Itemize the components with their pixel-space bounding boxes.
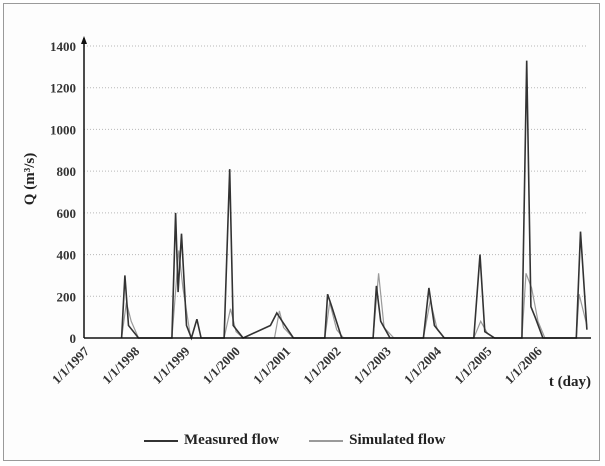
legend-item-measured: Measured flow: [144, 432, 279, 449]
y-tick-labels: 0 200 400 600 800 1000 1200 1400: [50, 39, 76, 346]
y-tick-400: 400: [57, 248, 77, 263]
y-tick-200: 200: [57, 289, 77, 304]
x-tick-5: 1/1/2002: [300, 344, 343, 387]
y-tick-1400: 1400: [50, 39, 76, 54]
x-axis-label: t (day): [549, 374, 591, 390]
y-tick-1200: 1200: [50, 81, 76, 96]
y-axis-arrow: [81, 36, 87, 44]
grid-lines: [84, 45, 587, 297]
y-tick-0: 0: [70, 331, 77, 346]
chart-frame: 0 200 400 600 800 1000 1200 1400 1/1/1997 1/1/19…: [3, 3, 600, 461]
legend-item-simulated: Simulated flow: [309, 432, 445, 449]
legend-label-measured: Measured flow: [184, 432, 280, 448]
x-tick-labels: 1/1/1997 1/1/1998 1/1/1999 1/1/2000 1/1/2001…: [49, 343, 545, 387]
x-tick-1: 1/1/1998: [99, 343, 143, 387]
legend-label-simulated: Simulated flow: [349, 432, 446, 448]
x-tick-4: 1/1/2001: [250, 344, 293, 387]
y-tick-800: 800: [57, 164, 77, 179]
legend-swatch-simulated: [309, 439, 344, 442]
x-tick-7: 1/1/2004: [401, 343, 445, 387]
x-tick-6: 1/1/2003: [351, 343, 395, 387]
x-tick-0: 1/1/1997: [49, 343, 93, 387]
x-tick-8: 1/1/2005: [451, 343, 495, 387]
y-axis-label: Q (m³/s): [22, 153, 38, 205]
legend: Measured flow Simulated flow: [144, 432, 445, 449]
axes: [81, 36, 591, 339]
x-tick-2: 1/1/1999: [149, 343, 193, 387]
x-tick-9: 1/1/2006: [502, 343, 546, 387]
y-tick-600: 600: [57, 206, 77, 221]
series-line-1: [121, 250, 588, 339]
y-tick-1000: 1000: [50, 122, 76, 137]
legend-swatch-measured: [144, 439, 178, 442]
x-tick-3: 1/1/2000: [200, 344, 243, 387]
